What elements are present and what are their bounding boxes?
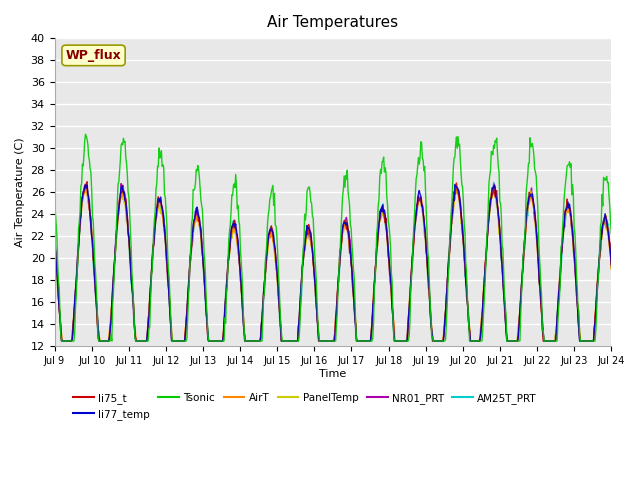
X-axis label: Time: Time [319, 369, 346, 379]
Text: WP_flux: WP_flux [66, 49, 122, 62]
Title: Air Temperatures: Air Temperatures [268, 15, 399, 30]
Y-axis label: Air Temperature (C): Air Temperature (C) [15, 137, 25, 247]
Legend: li75_t, li77_temp, Tsonic, AirT, PanelTemp, NR01_PRT, AM25T_PRT: li75_t, li77_temp, Tsonic, AirT, PanelTe… [69, 389, 541, 424]
